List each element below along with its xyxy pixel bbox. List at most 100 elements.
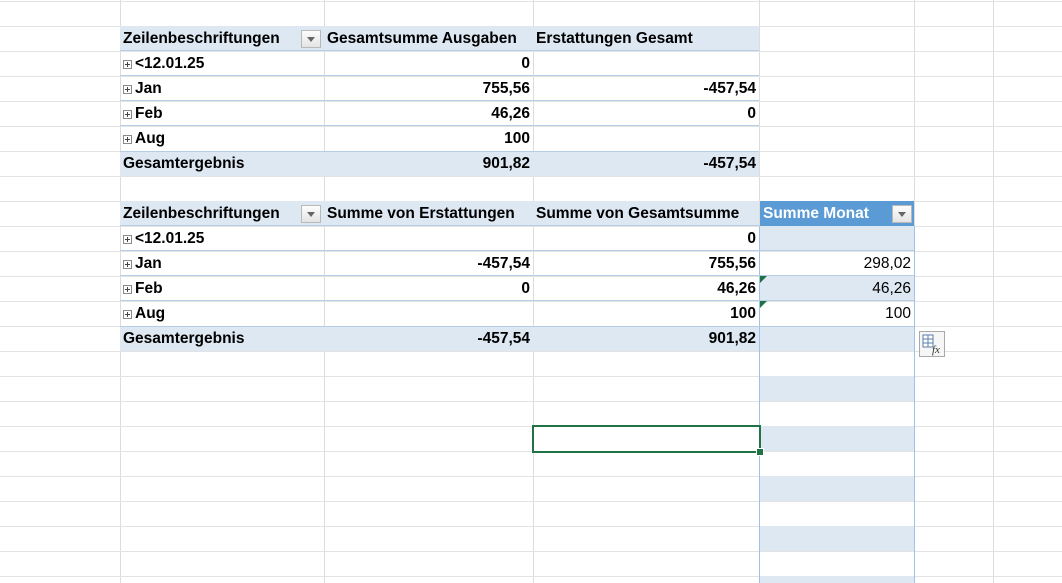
expand-plus-icon[interactable] <box>123 235 132 244</box>
column-band <box>759 226 914 251</box>
gridline <box>0 251 1062 252</box>
pivot2-cell-gesamtsumme[interactable]: 0 <box>747 230 756 247</box>
gridline <box>0 376 1062 377</box>
fx-glyph-icon: fx <box>922 334 940 356</box>
pivot2-row-label[interactable]: Feb <box>120 276 324 301</box>
pivot2-header-row-labels[interactable]: Zeilenbeschriftungen <box>123 205 280 222</box>
gridline <box>0 276 1062 277</box>
pivot1-row-label[interactable]: Jan <box>120 76 324 101</box>
pivot2-row-label[interactable]: Aug <box>120 301 324 326</box>
row-separator <box>120 125 759 126</box>
pivot2-row-label[interactable]: Jan <box>120 251 324 276</box>
pivot2-cell-erstattungen[interactable] <box>324 226 533 251</box>
gridline <box>0 101 1062 102</box>
expand-plus-icon[interactable] <box>123 310 132 319</box>
pivot1-cell-erstattungen[interactable]: 0 <box>747 105 756 122</box>
expand-plus-icon[interactable] <box>123 110 132 119</box>
pivot1-cell-ausgaben[interactable]: 100 <box>504 130 530 147</box>
pivot2-header-summe-monat[interactable]: Summe Monat <box>763 205 869 222</box>
summe-monat-header-bg <box>760 201 914 226</box>
pivot1-cell-erstattungen[interactable]: -457,54 <box>703 80 756 97</box>
pivot1-total-label[interactable]: Gesamtergebnis <box>123 155 245 172</box>
pivot2-header-erstattungen[interactable]: Summe von Erstattungen <box>327 205 515 222</box>
quick-analysis-fx-icon[interactable]: fx <box>919 331 945 357</box>
row-separator <box>120 300 914 301</box>
pivot2-cell-monat[interactable]: 100 <box>885 305 911 322</box>
gridline <box>0 551 1062 552</box>
column-band <box>759 576 914 583</box>
pivot2-cell-monat[interactable] <box>760 226 914 251</box>
pivot2-cell-erstattungen[interactable] <box>324 301 533 326</box>
pivot2-cell-erstattungen[interactable]: -457,54 <box>477 255 530 272</box>
pivot2-cell-monat[interactable]: 46,26 <box>872 280 911 297</box>
pivot1-cell-erstattungen[interactable] <box>533 51 759 76</box>
pivot1-row-label[interactable]: <12.01.25 <box>120 51 324 76</box>
gridline <box>0 176 1062 177</box>
pivot2-total-erstattungen[interactable]: -457,54 <box>477 330 530 347</box>
pivot1-row-label[interactable]: Feb <box>120 101 324 126</box>
pivot1-cell-ausgaben[interactable]: 46,26 <box>491 105 530 122</box>
gridline <box>0 226 1062 227</box>
row-separator <box>120 250 914 251</box>
gridline <box>533 0 534 583</box>
pivot2-header-band <box>120 201 759 226</box>
filter-dropdown-icon[interactable] <box>301 30 321 48</box>
gridline <box>0 476 1062 477</box>
pivot1-total-erstattungen[interactable]: -457,54 <box>703 155 756 172</box>
fill-handle[interactable] <box>756 448 764 456</box>
gridline <box>0 426 1062 427</box>
active-cell-selection[interactable] <box>532 425 761 453</box>
pivot1-header-ausgaben[interactable]: Gesamtsumme Ausgaben <box>327 30 517 47</box>
column-border <box>759 226 760 583</box>
pivot1-row-label[interactable]: Aug <box>120 126 324 151</box>
gridline <box>0 351 1062 352</box>
expand-plus-icon[interactable] <box>123 60 132 69</box>
pivot2-header-gesamtsumme[interactable]: Summe von Gesamtsumme <box>536 205 740 222</box>
pivot1-cell-ausgaben[interactable]: 0 <box>521 55 530 72</box>
gridline <box>0 576 1062 577</box>
pivot2-cell-gesamtsumme[interactable]: 100 <box>730 305 756 322</box>
column-band <box>759 326 914 351</box>
pivot2-total-line <box>120 326 914 327</box>
gridline <box>0 301 1062 302</box>
pivot1-cell-erstattungen[interactable] <box>533 126 759 151</box>
column-border <box>914 226 915 583</box>
filter-dropdown-icon[interactable] <box>301 205 321 223</box>
pivot1-header-erstattungen[interactable]: Erstattungen Gesamt <box>536 30 693 47</box>
gridline <box>324 0 325 583</box>
expand-plus-icon[interactable] <box>123 260 132 269</box>
gridline <box>0 501 1062 502</box>
expand-plus-icon[interactable] <box>123 135 132 144</box>
pivot2-total-gesamtsumme[interactable]: 901,82 <box>708 330 756 347</box>
pivot2-cell-gesamtsumme[interactable]: 755,56 <box>708 255 756 272</box>
pivot2-row-label[interactable]: <12.01.25 <box>120 226 324 251</box>
expand-plus-icon[interactable] <box>123 85 132 94</box>
pivot2-cell-gesamtsumme[interactable]: 46,26 <box>717 280 756 297</box>
column-band <box>759 276 914 301</box>
pivot1-total-line <box>120 151 759 152</box>
error-indicator-icon[interactable] <box>760 276 767 283</box>
pivot2-cell-monat[interactable]: 298,02 <box>863 255 911 272</box>
pivot2-total-band <box>120 326 759 351</box>
pivot1-header-band <box>120 26 759 51</box>
row-separator <box>120 100 759 101</box>
gridline <box>0 126 1062 127</box>
pivot2-total-monat[interactable] <box>760 326 914 351</box>
expand-plus-icon[interactable] <box>123 285 132 294</box>
pivot2-header-line <box>120 225 759 226</box>
pivot1-total-band <box>120 151 759 176</box>
row-separator <box>120 275 914 276</box>
column-band <box>759 526 914 551</box>
pivot2-cell-erstattungen[interactable]: 0 <box>521 280 530 297</box>
error-indicator-icon[interactable] <box>760 301 767 308</box>
gridline <box>120 0 121 583</box>
pivot2-total-label[interactable]: Gesamtergebnis <box>123 330 245 347</box>
svg-text:fx: fx <box>932 344 940 356</box>
pivot1-header-line <box>120 50 759 51</box>
column-band <box>759 376 914 401</box>
filter-dropdown-icon[interactable] <box>892 205 912 223</box>
pivot1-total-ausgaben[interactable]: 901,82 <box>482 155 530 172</box>
gridline <box>0 526 1062 527</box>
pivot1-cell-ausgaben[interactable]: 755,56 <box>482 80 530 97</box>
pivot1-header-row-labels[interactable]: Zeilenbeschriftungen <box>123 30 280 47</box>
